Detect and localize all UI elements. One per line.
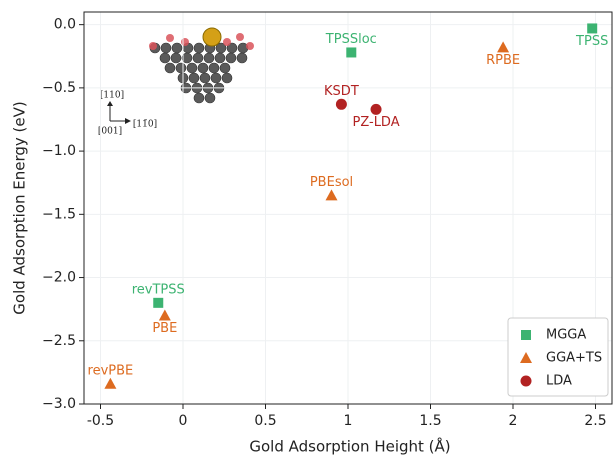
inset-atom [194, 43, 204, 53]
point [346, 47, 356, 57]
x-axis-label: Gold Adsorption Height (Å) [249, 437, 450, 456]
inset-atom [166, 34, 174, 42]
point-label: KSDT [324, 84, 359, 99]
point-label: TPSS [575, 34, 608, 49]
point-label: revTPSS [132, 282, 185, 297]
y-tick-label: −2.5 [42, 333, 76, 349]
inset-label: [110] [100, 91, 124, 101]
inset-atom [176, 63, 186, 73]
y-axis-label: Gold Adsorption Energy (eV) [11, 101, 29, 314]
y-tick-label: −0.5 [42, 80, 76, 96]
point-label: RPBE [486, 53, 520, 68]
x-tick-label: 1.5 [419, 413, 441, 429]
inset-atom [189, 73, 199, 83]
inset-atom [204, 53, 214, 63]
inset-atom [165, 63, 175, 73]
point [153, 298, 163, 308]
point [104, 378, 116, 389]
inset-atom [198, 63, 208, 73]
point-label: TPSSloc [325, 32, 377, 47]
inset-atom [171, 53, 181, 63]
y-tick-label: −3.0 [42, 396, 76, 412]
inset-structure [149, 28, 254, 103]
y-tick-label: −1.5 [42, 206, 76, 222]
point [336, 99, 347, 110]
inset-atom [220, 63, 230, 73]
inset-atom [200, 73, 210, 83]
x-tick-label: 2.5 [584, 413, 606, 429]
y-tick-label: 0.0 [54, 17, 76, 33]
point-label: PBE [152, 321, 177, 336]
point [159, 309, 171, 320]
x-tick-label: 2 [509, 413, 518, 429]
legend-marker [521, 376, 532, 387]
inset-atom [161, 43, 171, 53]
inset-atom [236, 33, 244, 41]
inset-atom [237, 53, 247, 63]
inset-atom [215, 53, 225, 63]
point [497, 41, 509, 52]
inset-atom [187, 63, 197, 73]
x-tick-label: 1 [344, 413, 353, 429]
inset-atom [194, 93, 204, 103]
y-tick-label: −1.0 [42, 143, 76, 159]
legend-marker [521, 330, 531, 340]
point-label: revPBE [88, 363, 134, 378]
point [326, 189, 338, 200]
inset-atom [160, 53, 170, 63]
point [371, 104, 382, 115]
legend-label: GGA+TS [546, 351, 602, 366]
inset-atom [149, 42, 157, 50]
inset-atom [209, 63, 219, 73]
chart: [110] [001] [11̄0] Gold Adsorption Heigh… [0, 0, 616, 456]
legend-label: LDA [546, 374, 572, 389]
inset-atom [172, 43, 182, 53]
inset-atom [203, 28, 221, 46]
inset-atom [193, 53, 203, 63]
point [587, 23, 597, 33]
point-label: PBEsol [310, 175, 353, 190]
inset-atom [226, 53, 236, 63]
legend-label: MGGA [546, 328, 586, 343]
y-tick-label: −2.0 [42, 270, 76, 286]
inset-atom [223, 38, 231, 46]
inset-atom [246, 42, 254, 50]
inset-label: [001] [98, 127, 122, 137]
inset-atom [205, 93, 215, 103]
inset-atom [181, 38, 189, 46]
inset-atom [211, 73, 221, 83]
x-tick-label: 0.5 [254, 413, 276, 429]
x-tick-label: -0.5 [87, 413, 114, 429]
inset-atom [222, 73, 232, 83]
x-tick-label: 0 [179, 413, 188, 429]
inset-label: [11̄0] [133, 120, 157, 130]
point-label: PZ-LDA [352, 115, 399, 130]
